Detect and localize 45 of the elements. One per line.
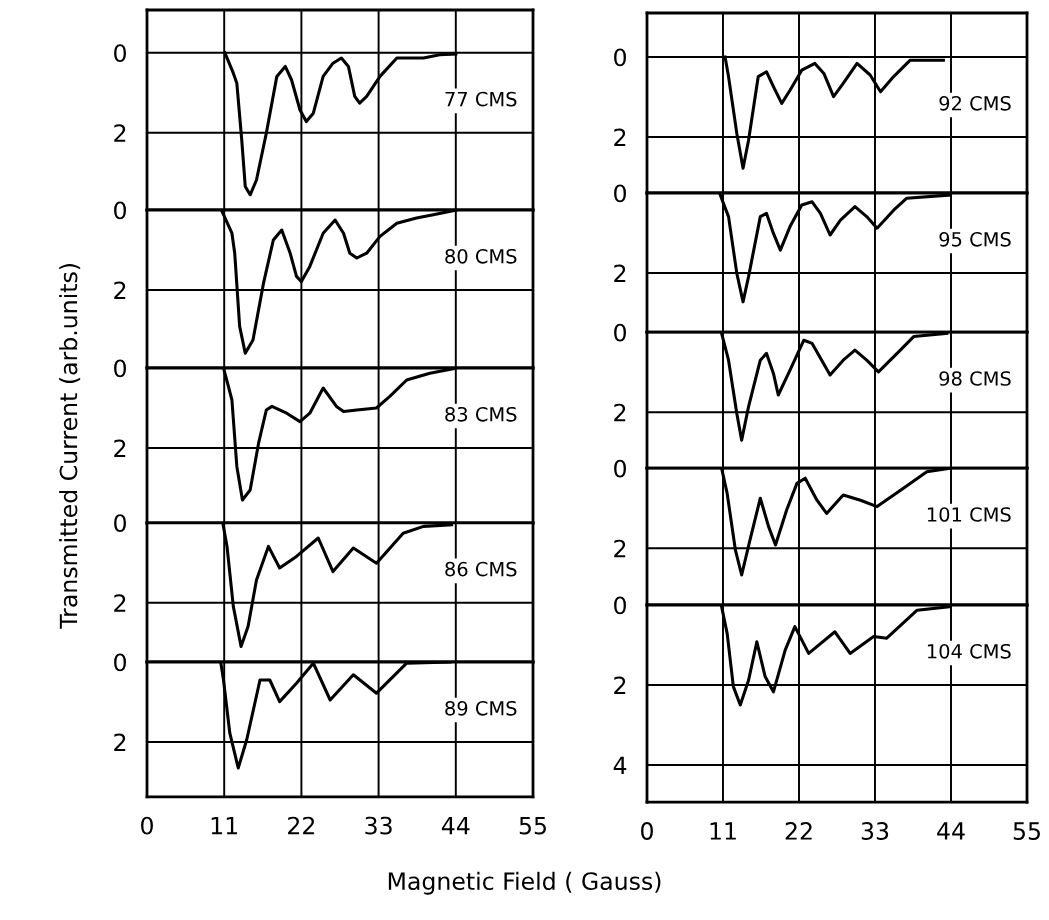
y-tick-label: 4 — [613, 756, 627, 774]
y-tick-label: 0 — [614, 184, 626, 203]
y-tick-label: 2 — [114, 733, 126, 751]
y-tick-label: 0 — [614, 459, 626, 478]
series-label: 98 CMS — [939, 371, 1011, 386]
x-tick-label: 55 — [1013, 822, 1040, 840]
x-tick-label: 11 — [710, 822, 736, 840]
y-tick-label: 0 — [614, 48, 626, 67]
y-tick-label: 2 — [114, 281, 126, 299]
x-tick-label: 44 — [441, 816, 470, 835]
series-label: 83 CMS — [445, 406, 517, 422]
y-axis-title: Transmitted Current (arb.units) — [59, 264, 81, 629]
y-tick-label: 2 — [614, 403, 626, 422]
x-tick-label: 33 — [861, 822, 889, 840]
y-tick-label: 2 — [114, 594, 126, 612]
y-tick-label: 0 — [614, 323, 626, 342]
x-tick-label: 22 — [288, 816, 315, 835]
series-label: 80 CMS — [445, 248, 517, 264]
y-tick-label: 0 — [114, 359, 126, 378]
y-tick-label: 2 — [614, 676, 626, 694]
x-tick-label: 0 — [641, 822, 653, 840]
series-label: 92 CMS — [939, 95, 1011, 111]
y-tick-label: 2 — [614, 539, 626, 558]
series-label: 86 CMS — [445, 561, 517, 577]
series-label: 104 CMS — [927, 643, 1011, 659]
x-axis-title: Magnetic Field ( Gauss) — [388, 871, 661, 895]
x-tick-label: 11 — [211, 816, 238, 835]
y-tick-label: 0 — [114, 44, 126, 63]
y-tick-label: 2 — [114, 439, 126, 457]
x-tick-label: 44 — [937, 822, 965, 840]
y-tick-label: 0 — [114, 201, 126, 220]
series-label: 95 CMS — [939, 231, 1011, 247]
y-tick-label: 2 — [114, 124, 126, 142]
series-label: 89 CMS — [445, 700, 517, 716]
y-tick-label: 2 — [614, 264, 626, 282]
y-tick-label: 2 — [614, 128, 626, 146]
y-tick-label: 0 — [614, 596, 626, 615]
x-tick-label: 22 — [785, 822, 812, 840]
y-tick-label: 0 — [114, 653, 126, 672]
x-tick-label: 33 — [365, 816, 392, 835]
x-tick-label: 0 — [141, 816, 153, 835]
series-label: 101 CMS — [927, 507, 1011, 522]
series-label: 77 CMS — [445, 91, 517, 107]
y-tick-label: 0 — [114, 514, 126, 533]
x-tick-label: 55 — [519, 816, 546, 835]
